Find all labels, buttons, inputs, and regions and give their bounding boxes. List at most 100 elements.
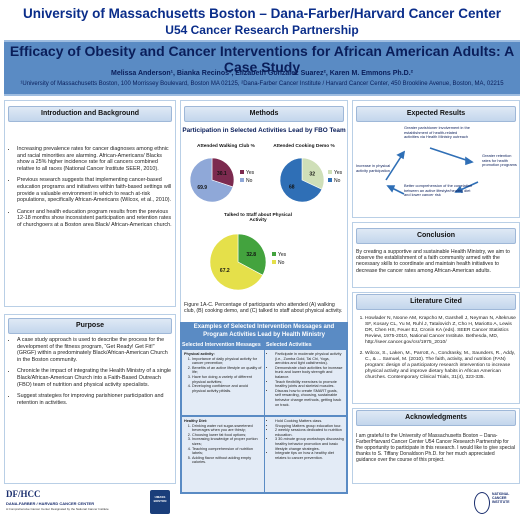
pie-slice-no — [279, 157, 323, 203]
conclusion-text: By creating a supportive and sustainable… — [356, 249, 510, 274]
table-item: Integrate tips on how a healthy diet rel… — [275, 451, 344, 460]
legend-label: Yes — [246, 170, 255, 176]
chart-b-title: Attended Cooking Demo % — [273, 144, 335, 149]
table-item: Discuss how to create SMART goals, self … — [275, 389, 344, 407]
table-item: Demonstrate chair activities for increas… — [275, 366, 344, 380]
intro-heading: Introduction and Background — [8, 106, 172, 122]
pie-charts: 30.1 69.9 Yes No 32 68 Yes No 32.8 67.2 Yes No — [189, 157, 343, 291]
legend-swatch — [272, 252, 276, 256]
arrow-line — [429, 147, 473, 163]
table-cell-diet-messages: Healthy Diet: Drinking water not sugar-s… — [182, 417, 264, 492]
literature-list: Howlader N, Noone AM, Krapcho M, Garshel… — [356, 316, 516, 386]
dfhcc-logo: DF/HCC — [6, 489, 41, 499]
authors: Melissa Anderson¹, Bianka Recinos², Eliz… — [111, 70, 413, 77]
pie-data-label: 67.2 — [220, 268, 230, 274]
intro-panel — [4, 100, 176, 307]
poster-title: Efficacy of Obesity and Cancer Intervent… — [9, 43, 515, 75]
expected-node-retention: Greater retention rates for health promo… — [482, 153, 517, 167]
table-item: Have fun doing a variety of different ph… — [192, 375, 262, 384]
legend-swatch — [240, 178, 244, 182]
chart-a-title: Attended Walking Club % — [197, 144, 255, 149]
pie-slice-yes — [211, 157, 235, 188]
legend-label: No — [334, 178, 341, 184]
reference-item: Wilcox, S., Laken, M., Parrott, A., Cond… — [365, 351, 516, 381]
expected-heading: Expected Results — [356, 106, 516, 122]
intro-bullet: Previous research suggests that implemen… — [17, 177, 172, 203]
expected-node-involvement: Greater parishioner involvement in the e… — [404, 125, 470, 139]
purpose-bullets: A case study approach is used to describ… — [8, 337, 172, 411]
table-item: Increasing knowledge of proper portion s… — [192, 437, 262, 446]
nci-logo-text: NATIONAL CANCER INSTITUTE — [492, 492, 510, 504]
ack-text: I am grateful to the University of Massa… — [356, 433, 515, 463]
intro-bullet: Increasing prevalence rates for cancer d… — [17, 146, 172, 172]
umass-logo-text: UMASS BOSTON — [153, 495, 167, 503]
title-band — [4, 40, 520, 96]
intro-bullets: Increasing prevalence rates for cancer d… — [8, 146, 172, 234]
table-item: Adding flavor without adding empty calor… — [192, 456, 262, 465]
chart-c-title: Talked to Staff about Physical Activity — [224, 213, 292, 223]
arrow-head — [396, 150, 406, 160]
affiliations: ¹University of Massachusetts Boston, 100… — [20, 81, 504, 87]
table-col-messages: Selected Intervention Messages — [182, 342, 261, 348]
table-item: Hold Cooking Matters class. — [275, 419, 344, 424]
pie-data-label: 32.8 — [246, 252, 256, 258]
nci-seal-icon — [474, 492, 490, 514]
methods-heading: Methods — [184, 106, 344, 122]
table-item: Drinking water not sugar-sweetened bever… — [192, 424, 262, 433]
pie-data-label: 32 — [309, 172, 315, 178]
table-item: Participate in moderate physical activit… — [275, 352, 344, 366]
header-institution: University of Massachusetts Boston – Dan… — [23, 6, 501, 21]
arrow-head — [465, 156, 474, 166]
legend-swatch — [328, 178, 332, 182]
purpose-panel — [4, 314, 176, 484]
header-subtitle: U54 Cancer Research Partnership — [165, 23, 359, 37]
table-item: 2 weekly sessions dedicated to nutrition… — [275, 428, 344, 437]
table-title: Examples of Selected Intervention Messag… — [193, 324, 335, 338]
table-item: Teaching comprehension of nutrition labe… — [192, 447, 262, 456]
pie-chart-walking-club: 30.1 69.9 Yes No — [189, 157, 255, 203]
table-cell-diet-activities: Hold Cooking Matters class. Shopping Mat… — [265, 417, 346, 492]
legend-swatch — [272, 260, 276, 264]
purpose-bullet: Chronicle the impact of integrating the … — [17, 368, 172, 388]
pie-slice-no — [189, 157, 234, 203]
table-item: Developing confidence and avoid physical… — [192, 384, 262, 393]
figure-caption: Figure 1A-C. Percentage of participants … — [184, 302, 343, 315]
dfhcc-tagline: A Comprehensive Cancer Center Designated… — [6, 507, 109, 511]
expected-diagram — [385, 147, 479, 195]
pie-slice-yes — [301, 157, 325, 190]
table-item: Shopping Matters group education tour. — [275, 424, 344, 429]
expected-node-participation: Increase in physical activity participat… — [356, 163, 391, 173]
footer — [0, 496, 524, 524]
legend-swatch — [328, 170, 332, 174]
purpose-heading: Purpose — [8, 318, 172, 334]
pie-data-label: 69.9 — [197, 185, 207, 191]
pie-data-label: 30.1 — [217, 171, 227, 177]
purpose-bullet: A case study approach is used to describ… — [17, 337, 172, 363]
legend-label: No — [246, 178, 253, 184]
table-item: Choosing lower fat food options; — [192, 433, 262, 438]
dfhcc-name: DANA-FARBER / HARVARD CANCER CENTER — [6, 501, 95, 506]
intro-bullet: Cancer and health education program resu… — [17, 209, 172, 229]
table-item: Importance of daily physical activity fo… — [192, 357, 262, 366]
purpose-bullet: Suggest strategies for improving parishi… — [17, 393, 172, 406]
reference-item: Howlader N, Noone AM, Krapcho M, Garshel… — [365, 316, 516, 346]
legend-label: No — [278, 260, 285, 266]
table-item: 3 30-minute group workshops discussing h… — [275, 437, 344, 451]
healthy-diet-label: Healthy Diet: — [184, 419, 208, 423]
literature-heading: Literature Cited — [356, 294, 516, 310]
legend-label: Yes — [278, 252, 287, 258]
legend-swatch — [240, 170, 244, 174]
ack-heading: Acknowledgments — [356, 410, 516, 426]
conclusion-heading: Conclusion — [356, 228, 516, 244]
table-item: Teach flexibility exercises to promote h… — [275, 380, 344, 389]
table-cell-physical-messages: Physical activity: Importance of daily p… — [182, 350, 264, 415]
table-col-activities: Selected Activities — [266, 342, 312, 348]
pie-data-label: 68 — [289, 184, 295, 190]
pie-chart-talked-to-staff: 32.8 67.2 Yes No — [209, 233, 287, 291]
arrow-head — [386, 185, 396, 193]
chart-section-title: Participation in Selected Activities Lea… — [182, 127, 346, 134]
table-item: Benefits of an active lifestyle on quali… — [192, 366, 262, 375]
expected-node-comprehension: Better comprehension of the correlation … — [404, 183, 473, 197]
legend-label: Yes — [334, 170, 343, 176]
